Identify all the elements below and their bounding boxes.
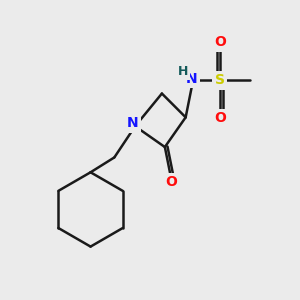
Text: N: N	[186, 72, 197, 86]
Text: O: O	[165, 175, 177, 189]
Text: H: H	[178, 65, 188, 78]
Text: O: O	[214, 111, 226, 125]
Text: S: S	[215, 73, 225, 87]
Text: N: N	[127, 116, 139, 130]
Text: O: O	[214, 35, 226, 49]
